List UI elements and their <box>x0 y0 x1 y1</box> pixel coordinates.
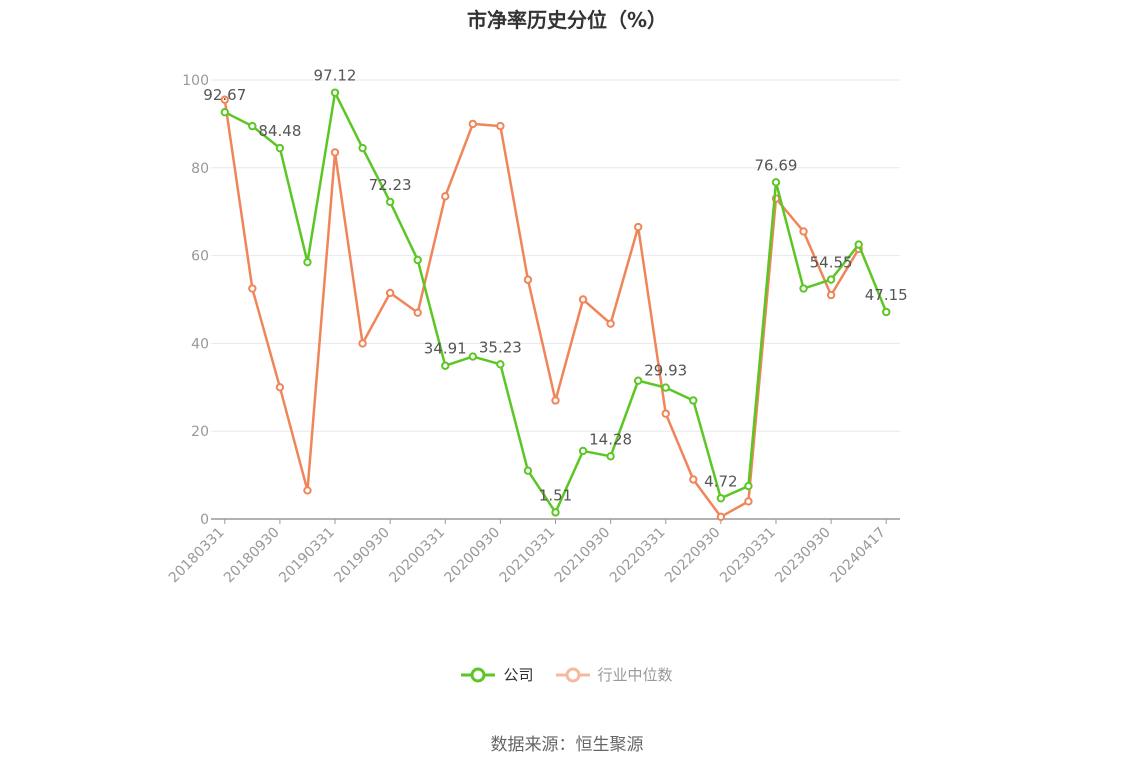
x-tick-label: 20210331 <box>497 525 559 587</box>
industry-point <box>385 288 395 298</box>
data-label: 29.93 <box>644 362 687 380</box>
x-tick-label: 20230930 <box>772 525 834 587</box>
company-point <box>689 396 698 405</box>
data-label: 4.72 <box>704 472 737 490</box>
industry-point <box>744 497 753 506</box>
company-point <box>303 257 312 267</box>
x-tick-label: 20210930 <box>552 525 614 587</box>
y-tick-label: 100 <box>182 73 209 89</box>
industry-point <box>551 396 560 405</box>
grid-layer <box>211 79 900 432</box>
company-point <box>799 284 808 293</box>
company-point <box>248 121 257 131</box>
company-point <box>771 178 781 187</box>
legend-label-company: 公司 <box>503 666 534 684</box>
data-label: 47.15 <box>865 286 908 304</box>
industry-point <box>689 475 698 484</box>
data-label: 84.48 <box>258 122 301 140</box>
x-tick-label: 20240417 <box>827 525 889 587</box>
series-layer <box>220 88 891 522</box>
y-tick-label: 40 <box>191 336 209 352</box>
company-point <box>441 361 450 370</box>
company-point <box>882 307 891 317</box>
company-point <box>275 143 285 153</box>
industry-point <box>330 148 340 157</box>
company-point <box>661 383 670 392</box>
x-tick-label: 20220331 <box>607 525 669 587</box>
industry-point <box>220 95 229 104</box>
industry-point <box>303 486 312 495</box>
industry-point <box>578 295 588 304</box>
company-point <box>578 446 588 456</box>
industry-point <box>413 308 422 317</box>
industry-point <box>716 512 726 522</box>
company-point <box>606 452 615 461</box>
data-label: 14.28 <box>589 430 632 448</box>
line-chart: 0 20 40 60 80 100 2018033120180930201903312019… <box>166 67 908 587</box>
industry-point <box>358 339 367 348</box>
legend-label-industry: 行业中位数 <box>597 666 673 684</box>
industry-point <box>606 319 615 328</box>
industry-point <box>275 383 285 392</box>
x-tick-label: 20230331 <box>717 525 779 587</box>
company-point <box>826 275 836 284</box>
chart-title: 市净率历史分位（%） <box>466 8 668 32</box>
data-label: 92.67 <box>203 86 246 104</box>
legend-item-industry[interactable]: 行业中位数 <box>555 664 673 685</box>
legend-item-company[interactable]: 公司 <box>461 664 534 685</box>
x-tick-label: 20200331 <box>386 525 448 587</box>
industry-point <box>441 192 450 201</box>
data-label: 76.69 <box>755 156 798 174</box>
x-tick-label: 20190331 <box>276 525 338 587</box>
company-point <box>496 360 505 369</box>
company-point <box>413 255 422 265</box>
industry-point <box>826 290 836 300</box>
company-point <box>330 88 340 97</box>
y-tick-label: 60 <box>191 249 209 265</box>
data-label: 35.23 <box>479 338 522 356</box>
industry-point <box>468 119 478 129</box>
legend-industry-marker <box>555 667 590 682</box>
company-point <box>220 107 229 117</box>
industry-line <box>223 99 860 519</box>
x-tick-label: 20180930 <box>221 525 283 587</box>
legend-company-marker <box>461 667 496 682</box>
industry-point <box>633 222 643 232</box>
company-point <box>744 481 753 491</box>
company-point <box>385 197 395 207</box>
legend: 公司 行业中位数 <box>0 664 1134 685</box>
industry-point <box>661 409 670 418</box>
x-tick-label: 20220930 <box>662 525 724 587</box>
x-tick-label: 20200930 <box>442 525 504 587</box>
industry-point <box>523 275 533 284</box>
company-point <box>633 376 643 385</box>
company-point <box>468 352 478 361</box>
data-label: 54.55 <box>810 254 853 272</box>
x-tick-label: 20190930 <box>331 525 393 587</box>
company-point <box>358 143 367 153</box>
industry-point <box>496 121 505 131</box>
data-label-layer: 92.67 84.48 97.12 72.23 34.91 35.23 1.51 14.28 2… <box>203 67 907 505</box>
company-point <box>716 494 726 503</box>
industry-point <box>248 284 257 293</box>
data-label: 97.12 <box>314 67 357 85</box>
company-point <box>523 466 533 475</box>
data-label: 34.91 <box>424 340 467 358</box>
data-source: 数据来源：恒生聚源 <box>490 735 644 755</box>
data-label: 1.51 <box>539 486 572 504</box>
y-tick-label: 0 <box>200 512 209 528</box>
axis-layer: 0 20 40 60 80 100 2018033120180930201903312019… <box>166 73 900 586</box>
x-tick-label: 20180331 <box>166 525 228 587</box>
industry-point <box>799 227 808 236</box>
y-tick-label: 80 <box>191 161 209 177</box>
company-point <box>854 240 863 249</box>
data-label: 72.23 <box>369 176 412 194</box>
y-tick-label: 20 <box>191 424 209 440</box>
company-point <box>551 508 560 517</box>
